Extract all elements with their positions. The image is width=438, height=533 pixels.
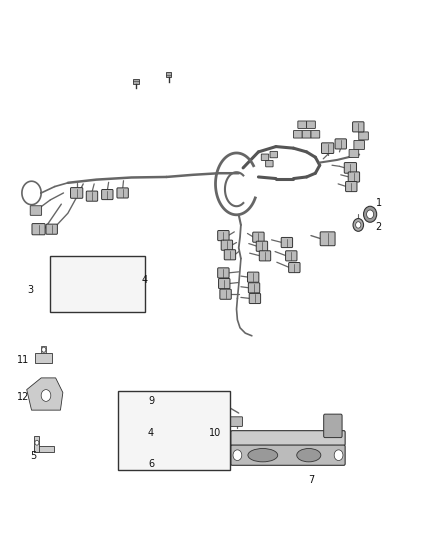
FancyBboxPatch shape — [221, 240, 233, 250]
Circle shape — [367, 210, 374, 219]
Bar — [134, 443, 155, 450]
FancyBboxPatch shape — [71, 188, 83, 198]
FancyBboxPatch shape — [281, 237, 293, 247]
Text: 3: 3 — [28, 286, 34, 295]
FancyBboxPatch shape — [259, 251, 271, 261]
Circle shape — [200, 442, 207, 451]
FancyBboxPatch shape — [102, 189, 113, 199]
FancyBboxPatch shape — [231, 445, 345, 465]
FancyBboxPatch shape — [32, 224, 45, 235]
Text: 1: 1 — [376, 198, 382, 207]
FancyBboxPatch shape — [293, 131, 302, 138]
FancyBboxPatch shape — [224, 249, 236, 260]
FancyBboxPatch shape — [286, 251, 297, 261]
Circle shape — [356, 222, 361, 228]
FancyBboxPatch shape — [302, 131, 311, 138]
Text: 7: 7 — [308, 475, 314, 484]
Text: 4: 4 — [141, 275, 148, 285]
Bar — [150, 433, 155, 450]
FancyBboxPatch shape — [30, 206, 42, 215]
Circle shape — [364, 206, 377, 222]
FancyBboxPatch shape — [298, 121, 307, 128]
FancyBboxPatch shape — [354, 140, 364, 149]
Bar — [41, 346, 46, 353]
Circle shape — [133, 413, 143, 425]
FancyBboxPatch shape — [261, 154, 269, 160]
Circle shape — [102, 272, 112, 284]
Text: 5: 5 — [30, 451, 36, 461]
Bar — [34, 435, 39, 452]
Circle shape — [160, 446, 168, 455]
FancyBboxPatch shape — [349, 149, 359, 158]
FancyBboxPatch shape — [86, 191, 98, 201]
Ellipse shape — [297, 449, 321, 462]
Bar — [189, 425, 197, 434]
FancyBboxPatch shape — [247, 272, 259, 282]
Bar — [166, 72, 172, 77]
FancyBboxPatch shape — [324, 414, 342, 438]
Text: 9: 9 — [148, 396, 154, 406]
Circle shape — [188, 413, 198, 425]
FancyBboxPatch shape — [320, 232, 335, 246]
FancyBboxPatch shape — [231, 431, 345, 446]
FancyBboxPatch shape — [346, 181, 357, 191]
Bar — [103, 284, 111, 294]
Text: 11: 11 — [17, 355, 29, 365]
Circle shape — [82, 285, 86, 290]
FancyBboxPatch shape — [253, 232, 264, 242]
Text: 2: 2 — [376, 222, 382, 231]
Ellipse shape — [248, 449, 278, 462]
Circle shape — [353, 219, 364, 231]
Polygon shape — [190, 434, 216, 457]
FancyBboxPatch shape — [344, 163, 357, 173]
FancyBboxPatch shape — [218, 230, 229, 240]
FancyBboxPatch shape — [321, 143, 334, 154]
Circle shape — [41, 390, 51, 401]
Polygon shape — [27, 378, 63, 410]
Circle shape — [35, 440, 39, 445]
FancyBboxPatch shape — [265, 160, 273, 167]
Bar — [82, 281, 88, 297]
FancyBboxPatch shape — [335, 139, 346, 149]
FancyBboxPatch shape — [219, 278, 230, 289]
Bar — [133, 79, 138, 84]
FancyBboxPatch shape — [220, 289, 231, 300]
FancyBboxPatch shape — [249, 293, 261, 304]
Circle shape — [150, 438, 154, 442]
Circle shape — [42, 347, 46, 352]
Circle shape — [334, 450, 343, 461]
Circle shape — [233, 450, 242, 461]
Bar — [34, 446, 54, 452]
FancyBboxPatch shape — [207, 399, 218, 409]
Bar — [134, 425, 142, 436]
Text: 12: 12 — [17, 392, 29, 402]
Bar — [50, 256, 145, 312]
Bar — [118, 391, 230, 470]
FancyBboxPatch shape — [359, 132, 368, 140]
Text: 4: 4 — [148, 428, 154, 438]
Text: 10: 10 — [208, 428, 221, 438]
FancyBboxPatch shape — [353, 122, 364, 132]
FancyBboxPatch shape — [248, 282, 260, 293]
FancyBboxPatch shape — [46, 224, 57, 235]
FancyBboxPatch shape — [311, 131, 320, 138]
Text: 6: 6 — [148, 459, 154, 469]
Bar — [66, 291, 88, 297]
FancyBboxPatch shape — [117, 188, 128, 198]
FancyBboxPatch shape — [289, 263, 300, 273]
Bar — [35, 353, 52, 364]
Polygon shape — [148, 436, 178, 462]
FancyBboxPatch shape — [307, 121, 315, 128]
FancyBboxPatch shape — [218, 268, 229, 278]
FancyBboxPatch shape — [270, 151, 278, 158]
FancyBboxPatch shape — [256, 241, 268, 251]
FancyBboxPatch shape — [348, 172, 360, 182]
FancyBboxPatch shape — [231, 417, 243, 426]
